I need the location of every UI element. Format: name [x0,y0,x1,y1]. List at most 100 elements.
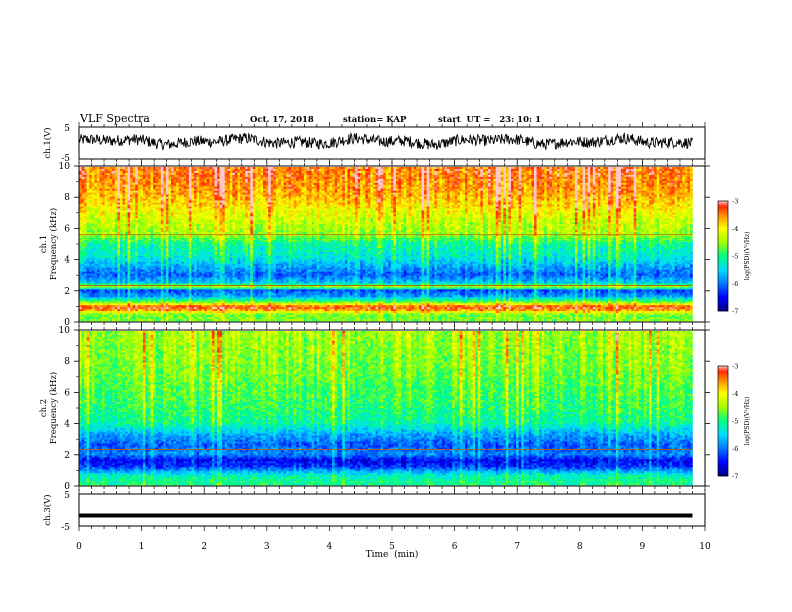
spec-cell [127,192,131,195]
spec-cell [493,168,496,172]
spec-cell [237,198,241,201]
spec-cell [567,167,571,170]
spec-cell [255,192,259,195]
spec-cell [447,196,450,199]
spec-cell [255,178,259,182]
spec-cell [227,176,231,180]
spec-cell [452,172,456,176]
spec-cell [155,186,159,190]
spec-cell [145,186,149,190]
spec-cell [383,167,387,170]
spec-cell [431,196,435,199]
spec-cell [587,174,591,178]
spec-cell [168,184,172,188]
spec-cell [485,204,489,207]
spec-cell [467,176,471,180]
spec-cell [503,182,507,186]
spec-cell [436,202,440,205]
spec-cell [265,167,269,170]
spec-cell [186,170,190,174]
spec-cell [454,192,458,195]
spec-cell [411,198,415,201]
spec-cell [288,200,292,203]
spec-cell [406,174,410,178]
spec-cell [638,178,642,182]
spec-cell [452,167,456,170]
spec-cell [337,186,341,190]
spec-cell [240,196,243,199]
spec-cell [534,188,537,191]
spec-cell [365,182,369,186]
spec-cell [434,202,438,205]
spec-cell [268,204,272,207]
spec-cell [367,176,371,180]
spec-cell [291,170,295,174]
spec-cell [689,174,693,178]
spec-cell [574,204,578,207]
spec-cell [608,190,611,193]
spec-cell [168,188,172,191]
spec-cell [232,184,236,188]
spec-cell [559,202,563,205]
spec-cell [487,188,491,191]
spec-cell [309,202,312,205]
spec-cell [454,172,458,176]
spec-cell [342,196,346,199]
spec-cell [582,184,586,188]
spec-cell [257,190,261,193]
spec-cell [646,174,650,178]
spec-cell [314,190,318,193]
spec-cell [337,200,341,203]
spec-cell [257,182,261,186]
spec-cell [186,200,190,203]
spec-cell [567,178,571,182]
spec-cell [444,170,448,174]
spec-cell [155,170,159,174]
spec-cell [498,178,502,182]
spec-cell [237,174,241,178]
spec-cell [682,188,686,191]
spec-cell [155,167,159,170]
spec-cell [516,206,519,209]
spec-cell [638,174,642,178]
spec-cell [263,180,266,184]
spec-cell [477,182,481,186]
spec-cell [329,182,333,186]
spec-cell [687,167,691,170]
spec-cell [585,204,588,207]
spec-cell [661,172,665,176]
spec-cell [140,204,144,207]
spec-cell [477,170,481,174]
spec-cell [418,168,422,172]
spec-cell [234,178,238,182]
spec-cell [544,182,548,186]
spec-cell [194,206,197,209]
spec-cell [91,172,95,176]
spec-cell [303,170,307,174]
spec-cell [559,186,563,190]
spec-cell [403,202,407,205]
spec-cell [605,182,609,186]
spec-cell [554,172,558,176]
spec-cell [436,196,440,199]
spec-cell [603,196,606,199]
spec-cell [669,178,673,182]
spec-cell [150,180,154,184]
spec-cell [605,204,609,207]
spec-cell [165,194,169,197]
spec-cell [531,176,535,180]
spec-cell [260,172,264,176]
spec-cell [158,182,162,186]
spec-cell [436,176,440,180]
spec-cell [687,188,691,191]
spec-cell [94,196,98,199]
spec-cell [615,192,619,195]
spec-cell [577,167,581,170]
spec-cell [631,204,634,207]
spec-cell [521,198,525,201]
spec-cell [436,198,440,201]
spec-cell [273,198,277,201]
spec-cell [303,190,307,193]
spec-cell [201,168,205,172]
spec-cell [188,167,192,170]
